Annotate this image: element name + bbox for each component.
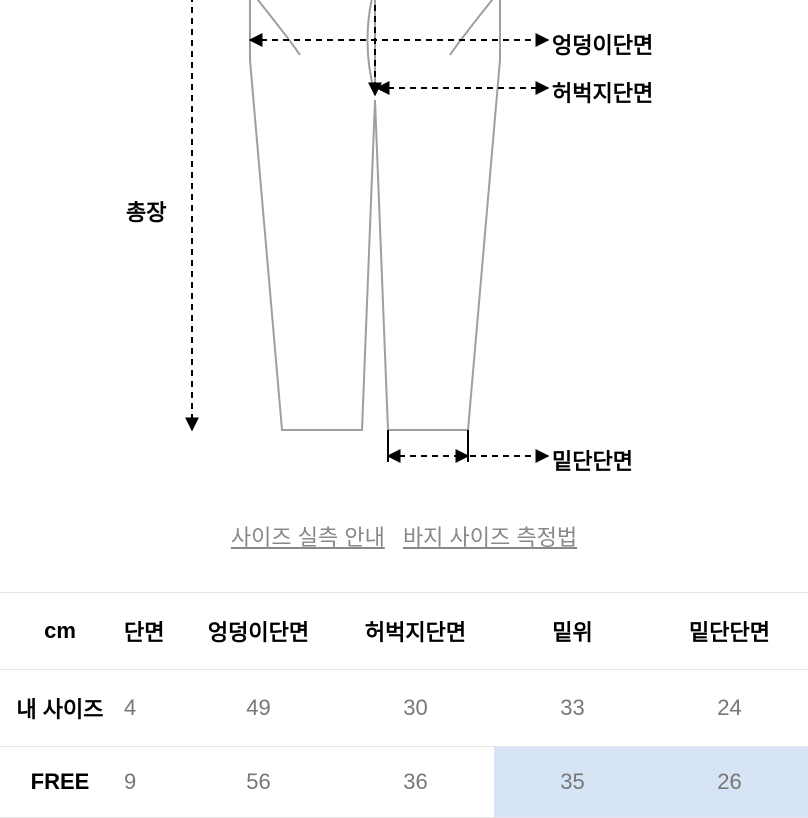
cell: 56: [180, 747, 337, 818]
label-length: 총장: [126, 195, 166, 227]
cell: 26: [651, 747, 808, 818]
pants-measurement-diagram: 밑위 엉덩이단면 허벅지단면 총장 밑단단면: [0, 0, 808, 500]
cell: 49: [180, 670, 337, 747]
label-thigh: 허벅지단면: [552, 76, 653, 108]
cell: 36: [337, 747, 494, 818]
cell: 30: [337, 670, 494, 747]
unit-header: cm: [0, 593, 120, 670]
row-label: 내 사이즈: [0, 670, 120, 747]
link-size-guide[interactable]: 사이즈 실측 안내: [231, 525, 385, 550]
cell: 35: [494, 747, 651, 818]
size-table: cm 단면 엉덩이단면 허벅지단면 밑위 밑단단면 내 사이즈449303324…: [0, 592, 808, 818]
link-howto[interactable]: 바지 사이즈 측정법: [403, 525, 577, 550]
label-hem: 밑단단면: [552, 444, 633, 476]
col-header-3: 밑위: [494, 593, 651, 670]
cell-partial: 9: [120, 747, 180, 818]
links-row: 사이즈 실측 안내 바지 사이즈 측정법: [0, 520, 808, 552]
row-label: FREE: [0, 747, 120, 818]
col-header-2: 허벅지단면: [337, 593, 494, 670]
col-header-4: 밑단단면: [651, 593, 808, 670]
cell: 33: [494, 670, 651, 747]
table-row: FREE956363526: [0, 747, 808, 818]
col-header-1: 엉덩이단면: [180, 593, 337, 670]
col-header-0-partial: 단면: [120, 593, 180, 670]
cell: 24: [651, 670, 808, 747]
label-hip: 엉덩이단면: [552, 28, 653, 60]
cell-partial: 4: [120, 670, 180, 747]
table-row: 내 사이즈449303324: [0, 670, 808, 747]
table-header-row: cm 단면 엉덩이단면 허벅지단면 밑위 밑단단면: [0, 593, 808, 670]
